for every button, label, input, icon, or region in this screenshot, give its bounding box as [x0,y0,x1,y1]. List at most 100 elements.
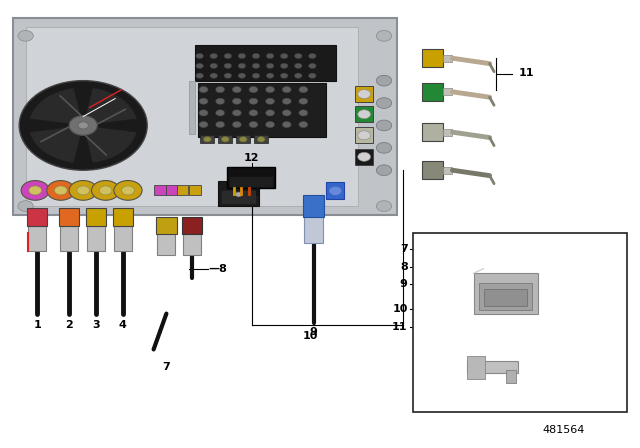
Bar [413,233,627,412]
Circle shape [238,53,246,59]
Bar [200,135,214,143]
Circle shape [294,73,302,78]
Bar [113,208,133,226]
Circle shape [376,75,392,86]
Circle shape [232,110,241,116]
Bar [474,273,538,314]
Text: 2: 2 [65,320,73,330]
Circle shape [196,73,204,78]
Circle shape [54,186,67,195]
Bar [182,217,202,234]
Circle shape [358,131,371,140]
Text: —8: —8 [209,264,227,274]
Circle shape [282,110,291,116]
Bar [326,182,344,199]
Bar [443,129,452,136]
Circle shape [249,121,258,128]
Circle shape [114,181,142,200]
Bar [355,106,373,122]
Circle shape [78,122,88,129]
Circle shape [282,98,291,104]
Text: 8: 8 [400,262,408,271]
Circle shape [224,63,232,69]
Circle shape [196,53,204,59]
Text: 11: 11 [392,322,408,332]
Circle shape [308,53,316,59]
Text: 481564: 481564 [542,425,584,435]
Circle shape [232,121,241,128]
Circle shape [69,181,97,200]
Circle shape [77,186,90,195]
Circle shape [252,73,260,78]
Circle shape [294,53,302,59]
Bar [355,86,373,102]
Text: 10: 10 [392,304,408,314]
Circle shape [221,137,229,142]
Bar [154,185,166,195]
Bar [467,356,485,379]
Bar [236,135,250,143]
Bar [166,185,177,195]
Circle shape [224,53,232,59]
Bar [28,226,46,251]
Circle shape [266,53,274,59]
Bar [195,45,336,81]
Bar [443,88,452,95]
Circle shape [376,120,392,131]
Bar [221,190,256,204]
Text: 4: 4 [119,320,127,330]
Bar [157,233,175,255]
Text: 5: 5 [554,289,561,298]
Circle shape [299,86,308,93]
Text: 7: 7 [163,362,170,372]
Circle shape [224,73,232,78]
Circle shape [294,63,302,69]
Circle shape [266,86,275,93]
Circle shape [19,81,147,170]
Circle shape [236,192,242,197]
Circle shape [358,110,371,119]
Circle shape [232,86,241,93]
Bar [422,49,443,67]
Circle shape [196,63,204,69]
Text: 9: 9 [310,327,317,337]
Circle shape [238,63,246,69]
Bar [218,181,259,206]
Bar [443,55,452,62]
Bar [484,289,527,306]
Text: 10: 10 [303,331,318,341]
Bar [27,208,47,226]
Circle shape [376,98,392,108]
Circle shape [266,121,275,128]
Bar [422,161,443,179]
Circle shape [376,30,392,41]
Circle shape [266,63,274,69]
Circle shape [216,98,225,104]
Bar [183,233,201,255]
Circle shape [266,98,275,104]
Bar [467,361,518,373]
Text: 11: 11 [518,69,534,78]
Circle shape [216,110,225,116]
Bar [227,167,275,188]
Circle shape [282,121,291,128]
Text: 6: 6 [547,362,555,372]
Bar [479,283,532,310]
Circle shape [239,137,247,142]
Bar [198,83,326,137]
Circle shape [199,110,208,116]
Bar [355,127,373,143]
Bar [189,185,201,195]
Circle shape [376,142,392,153]
Bar [254,135,268,143]
Circle shape [232,98,241,104]
Circle shape [329,186,342,195]
Circle shape [21,181,49,200]
Circle shape [252,53,260,59]
Text: 3: 3 [92,320,100,330]
Text: 9: 9 [400,280,408,289]
Bar [304,216,323,243]
Bar [218,135,232,143]
Circle shape [204,137,211,142]
Circle shape [376,201,392,211]
